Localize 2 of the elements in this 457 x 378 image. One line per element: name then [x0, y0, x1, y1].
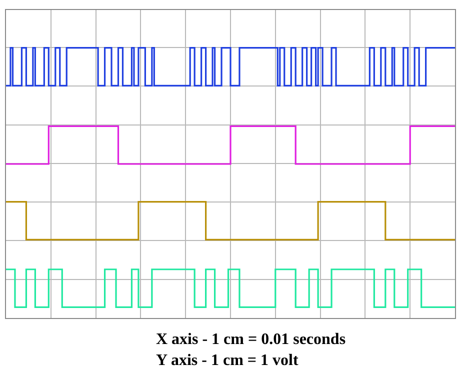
text: Y axis - 1 cm = 1 volt	[156, 352, 299, 369]
text: X axis - 1 cm = 0.01 seconds	[156, 331, 346, 348]
